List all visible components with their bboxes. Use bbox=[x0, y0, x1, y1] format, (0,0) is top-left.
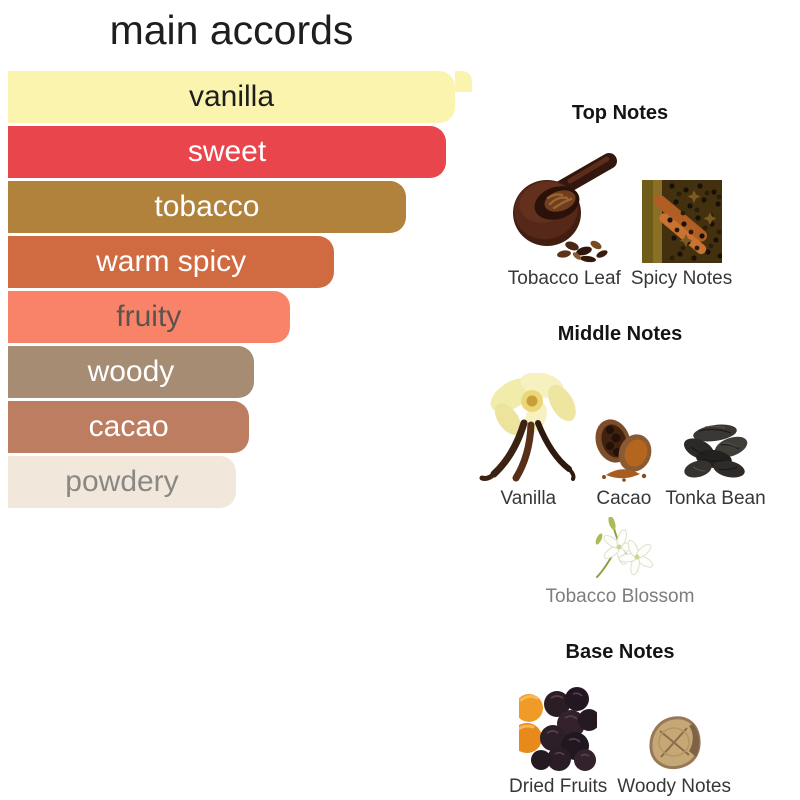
accord-bar-powdery: powdery bbox=[8, 456, 236, 509]
accord-label: cacao bbox=[88, 410, 169, 444]
note-item-dried-fruits[interactable]: Dried Fruits bbox=[509, 686, 607, 799]
accord-label: powdery bbox=[65, 465, 179, 499]
accord-label: warm spicy bbox=[96, 245, 247, 279]
note-item-spicy-notes[interactable]: Spicy Notes bbox=[631, 180, 732, 291]
note-item-cacao[interactable]: Cacao bbox=[592, 416, 655, 511]
notes-row: Vanilla Cacao Tonka Bean bbox=[460, 373, 780, 511]
accord-bar-vanilla: vanilla bbox=[8, 71, 472, 124]
accord-label: sweet bbox=[187, 135, 267, 169]
vanilla-image bbox=[474, 373, 582, 483]
notes-section-top-notes: Top Notes Tobacco Leaf bbox=[460, 101, 780, 291]
accord-bars: vanilla sweet tobacco warm spicy fruity woody… bbox=[8, 71, 472, 509]
note-label: Woody Notes bbox=[617, 776, 731, 797]
spicy-notes-image bbox=[641, 180, 722, 263]
note-label: Dried Fruits bbox=[509, 776, 608, 797]
note-label: Tobacco Blossom bbox=[545, 586, 695, 607]
accord-label: fruity bbox=[116, 300, 182, 334]
main-accords-chart: main accords vanilla sweet tobacco warm spi… bbox=[8, 6, 472, 511]
woody-notes-image bbox=[644, 713, 704, 771]
note-label: Cacao bbox=[596, 488, 652, 509]
accord-bar-woody: woody bbox=[8, 346, 254, 399]
note-label: Vanilla bbox=[500, 488, 557, 509]
note-label: Tobacco Leaf bbox=[507, 268, 621, 289]
note-item-tobacco-blossom[interactable]: Tobacco Blossom bbox=[545, 517, 695, 609]
note-item-vanilla[interactable]: Vanilla bbox=[474, 373, 582, 511]
notes-row: Dried Fruits Woody Notes bbox=[460, 686, 780, 799]
tonka-bean-image bbox=[681, 419, 749, 483]
section-heading: Middle Notes bbox=[557, 323, 683, 345]
accord-bar-overflow-tab bbox=[455, 71, 472, 93]
accord-bar-warm-spicy: warm spicy bbox=[8, 236, 335, 289]
tobacco-leaf-image bbox=[512, 152, 617, 263]
dried-fruits-image bbox=[519, 686, 598, 771]
accord-bar-sweet: sweet bbox=[8, 126, 447, 179]
accord-bar-fruity: fruity bbox=[8, 291, 290, 344]
accord-bar-tobacco: tobacco bbox=[8, 181, 406, 234]
accord-label: woody bbox=[87, 355, 175, 389]
note-label: Tonka Bean bbox=[665, 488, 766, 509]
section-heading: Top Notes bbox=[571, 102, 669, 124]
note-label: Spicy Notes bbox=[630, 268, 733, 289]
notes-pyramid: Top Notes Tobacco Leaf bbox=[460, 101, 780, 799]
notes-row: Tobacco Blossom bbox=[460, 517, 780, 609]
notes-section-middle-notes: Middle Notes Vanilla Cacao bbox=[460, 322, 780, 609]
notes-row: Tobacco Leaf Spicy Notes bbox=[460, 152, 780, 291]
accord-label: tobacco bbox=[154, 190, 260, 224]
main-accords-title: main accords bbox=[109, 7, 354, 53]
accord-label: vanilla bbox=[188, 80, 275, 114]
tobacco-blossom-image bbox=[585, 517, 655, 581]
note-item-tobacco-leaf[interactable]: Tobacco Leaf bbox=[508, 152, 621, 291]
section-heading: Base Notes bbox=[565, 641, 675, 663]
note-item-woody-notes[interactable]: Woody Notes bbox=[617, 713, 731, 799]
notes-section-base-notes: Base Notes Dried Fruits Woody Notes bbox=[460, 640, 780, 799]
note-item-tonka-bean[interactable]: Tonka Bean bbox=[665, 419, 766, 511]
cacao-image bbox=[592, 416, 655, 483]
accord-bar-cacao: cacao bbox=[8, 401, 250, 454]
